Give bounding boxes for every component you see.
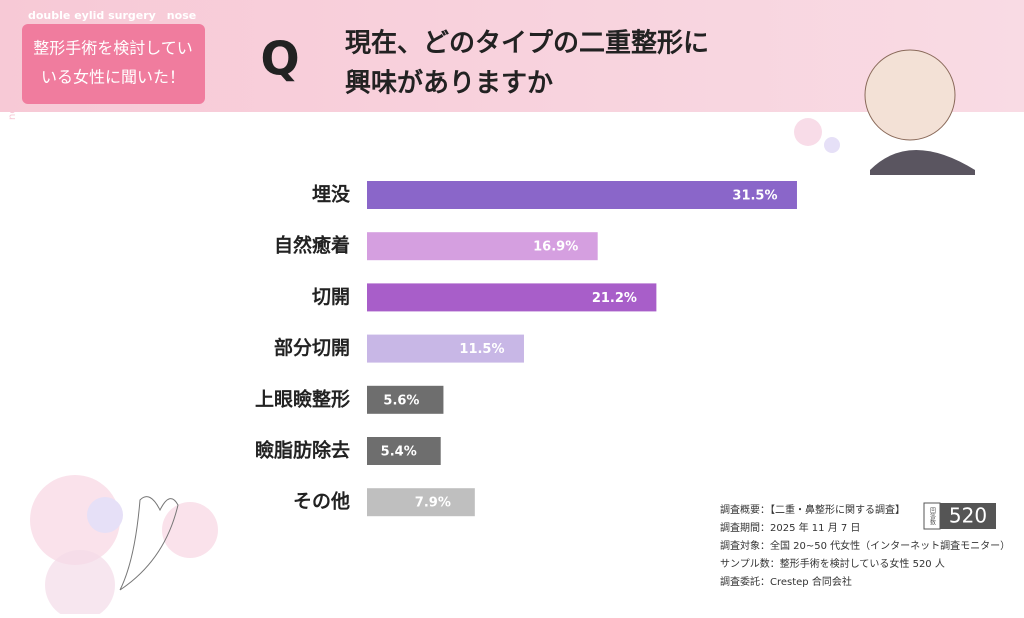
- tag-text: 整形手術を検討してい: [33, 39, 193, 58]
- footer-note: 調査委託：Crestep 合同会社: [720, 575, 852, 588]
- category-label: 上眼瞼整形: [255, 387, 350, 410]
- value-label: 31.5%: [732, 189, 777, 204]
- tag-box: [22, 24, 205, 104]
- category-label: 自然癒着: [274, 234, 350, 257]
- value-label: 5.4%: [381, 445, 417, 460]
- bar: [367, 488, 475, 517]
- bar: [367, 334, 524, 363]
- bar: [367, 385, 444, 414]
- decoration: [30, 49, 975, 618]
- category-label: その他: [293, 490, 350, 513]
- decor-text: nose surgery: [7, 55, 18, 120]
- q-mark: Q: [260, 32, 299, 86]
- value-label: 16.9%: [533, 240, 578, 255]
- bar: [367, 181, 797, 209]
- badge-box: [940, 503, 996, 529]
- badge-label: 回答数: [929, 507, 936, 526]
- decor-text: double eylid surgery nose: [28, 9, 196, 22]
- category-label: 埋没: [312, 184, 351, 206]
- footer-note: 調査対象：全国 20~50 代女性（インターネット調査モニター）: [720, 539, 1010, 552]
- value-label: 5.6%: [383, 393, 419, 408]
- bar: [367, 437, 441, 465]
- question: 現在、どのタイプの二重整形に: [345, 28, 709, 59]
- question: 興味がありますか: [345, 68, 553, 99]
- tag-text: いる女性に聞いた！: [41, 68, 185, 87]
- category-label: 部分切開: [274, 336, 350, 359]
- footer-note: サンプル数：整形手術を検討している女性 520 人: [720, 557, 945, 570]
- value-label: 21.2%: [592, 291, 637, 306]
- bar: [367, 232, 598, 261]
- value-label: 7.9%: [415, 496, 451, 511]
- footer-note: 調査期間：2025 年 11 月 7 日: [720, 521, 860, 534]
- category-label: 切開: [312, 286, 350, 308]
- badge-value: 520: [949, 504, 987, 528]
- bar: [367, 283, 657, 312]
- footer-note: 調査概要：【二重・鼻整形に関する調査】: [720, 503, 905, 516]
- value-label: 11.5%: [459, 342, 504, 357]
- category-label: 瞼脂肪除去: [255, 439, 350, 462]
